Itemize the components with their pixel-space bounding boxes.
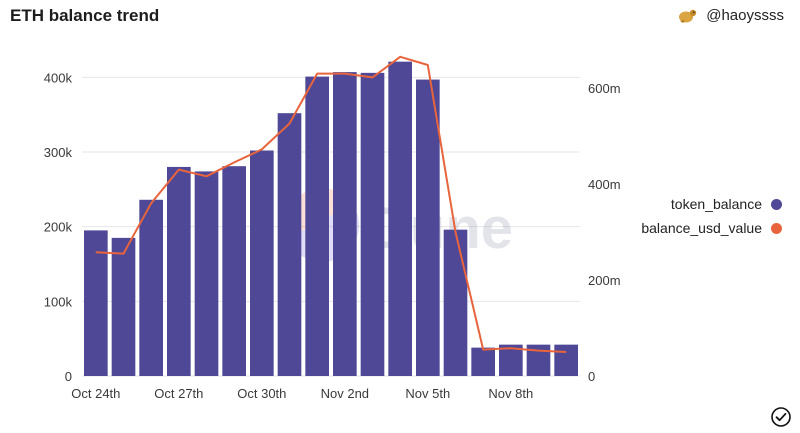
y-right-tick-label: 0 xyxy=(588,369,595,384)
x-tick-label: Oct 27th xyxy=(154,386,203,401)
y-left-tick-label: 100k xyxy=(44,294,73,309)
x-tick-label: Nov 8th xyxy=(488,386,533,401)
bar-token-balance xyxy=(416,79,440,376)
bar-token-balance xyxy=(443,229,468,376)
line-balance-usd-value xyxy=(95,55,567,353)
chart-title: ETH balance trend xyxy=(10,6,160,25)
bar-token-balance xyxy=(111,237,136,376)
y-right-tick-label: 200m xyxy=(588,273,621,288)
bar-token-balance xyxy=(277,113,302,376)
bar-token-balance xyxy=(139,199,163,376)
bar-token-balance xyxy=(84,230,108,376)
legend-item-balance-usd-value[interactable]: balance_usd_value xyxy=(616,216,782,240)
bar-token-balance xyxy=(305,76,329,376)
legend-item-token-balance[interactable]: token_balance xyxy=(616,192,782,216)
y-left-tick-label: 0 xyxy=(65,369,72,384)
author-name: @haoyssss xyxy=(706,7,784,24)
legend-label: token_balance xyxy=(670,196,762,212)
x-tick-label: Oct 30th xyxy=(237,386,286,401)
bar-token-balance xyxy=(526,344,551,376)
bar-token-balance xyxy=(194,171,219,376)
bar-token-balance xyxy=(167,166,191,376)
x-tick-label: Nov 5th xyxy=(405,386,450,401)
legend-swatch xyxy=(771,198,782,210)
bar-token-balance xyxy=(388,61,412,377)
bar-token-balance xyxy=(471,347,495,376)
y-right-tick-label: 400m xyxy=(588,177,621,192)
legend-swatch xyxy=(771,222,782,234)
x-tick-label: Oct 24th xyxy=(71,386,120,401)
y-left-tick-label: 200k xyxy=(44,220,73,235)
x-tick-label: Nov 2nd xyxy=(321,386,369,401)
bar-token-balance xyxy=(222,166,246,376)
y-left-tick-label: 400k xyxy=(44,70,73,85)
bar-token-balance xyxy=(333,72,357,377)
avatar-icon xyxy=(679,9,697,23)
y-left-tick-label: 300k xyxy=(44,145,73,160)
author-badge[interactable]: @haoyssss xyxy=(678,7,784,24)
check-circle-icon[interactable] xyxy=(770,406,792,428)
bar-token-balance xyxy=(250,150,274,376)
chart-legend: token_balance balance_usd_value xyxy=(616,192,782,240)
legend-label: balance_usd_value xyxy=(641,220,762,236)
bar-token-balance xyxy=(499,344,523,376)
bar-token-balance xyxy=(360,72,385,376)
y-right-tick-label: 600m xyxy=(588,81,621,96)
bar-token-balance xyxy=(554,344,578,376)
